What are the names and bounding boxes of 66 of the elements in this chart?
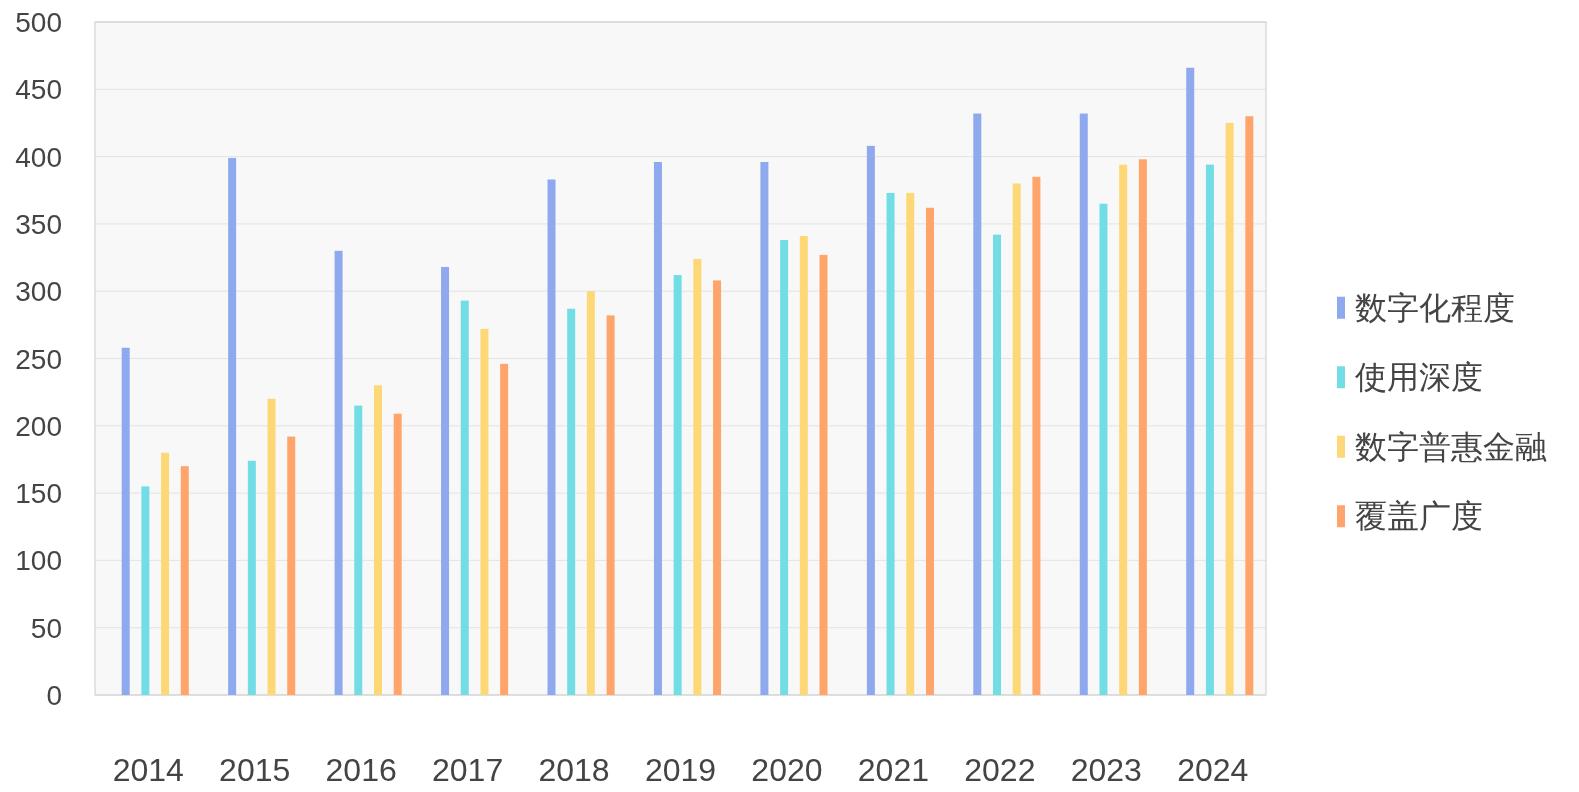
bar [973,113,982,695]
bar [567,308,576,695]
bar [673,275,682,695]
bar [141,486,150,695]
bar [373,385,382,695]
x-tick-label: 2021 [857,752,929,788]
bar [713,280,722,695]
x-tick-label: 2024 [1177,752,1249,788]
y-tick-label: 100 [15,545,62,577]
bar [267,398,276,695]
x-tick-label: 2017 [432,752,504,788]
bar [161,452,170,695]
y-tick-label: 50 [30,612,62,644]
y-tick-label: 0 [46,680,62,711]
bar [1205,164,1214,695]
bar [653,161,662,695]
bar [287,436,296,695]
y-tick-label: 450 [15,74,62,106]
y-tick-label: 400 [15,141,62,173]
bar [586,291,595,695]
bar [1119,164,1128,695]
bar [500,363,509,695]
bar [1032,176,1041,695]
x-tick-label: 2014 [112,752,184,788]
bar [1138,159,1147,695]
bar [460,300,469,695]
bar [1225,122,1234,695]
bar [1245,116,1254,695]
y-tick-label: 150 [15,478,62,510]
y-tick-label: 250 [15,343,62,375]
bar [1186,67,1195,695]
bar [925,207,934,695]
y-tick-label: 300 [15,276,62,308]
bar [1012,183,1021,695]
y-tick-label: 200 [15,410,62,442]
bar [121,347,130,695]
bar [906,192,915,695]
bar [819,254,828,695]
x-tick-label: 2022 [964,752,1036,788]
bar [693,258,702,695]
y-tick-label: 350 [15,208,62,240]
bar [334,250,343,695]
bar [993,234,1002,695]
x-tick-label: 2023 [1070,752,1142,788]
bar [606,315,615,695]
bar [799,236,808,695]
x-tick-label: 2016 [325,752,397,788]
y-tick-label: 500 [15,7,62,38]
bar [441,266,450,695]
bar [866,145,875,695]
bar [547,179,556,695]
bar [393,413,402,695]
bar [886,192,895,695]
bar [780,240,789,695]
bar [1099,203,1108,695]
x-tick-label: 2019 [644,752,717,788]
bar [180,466,189,695]
x-tick-label: 2020 [751,752,823,788]
bar [247,460,256,695]
bar [228,157,237,695]
bar [354,405,363,695]
x-tick-label: 2015 [219,752,291,788]
bar [1079,113,1088,695]
x-tick-label: 2018 [538,752,610,788]
bar [760,161,769,695]
bar [480,328,489,695]
